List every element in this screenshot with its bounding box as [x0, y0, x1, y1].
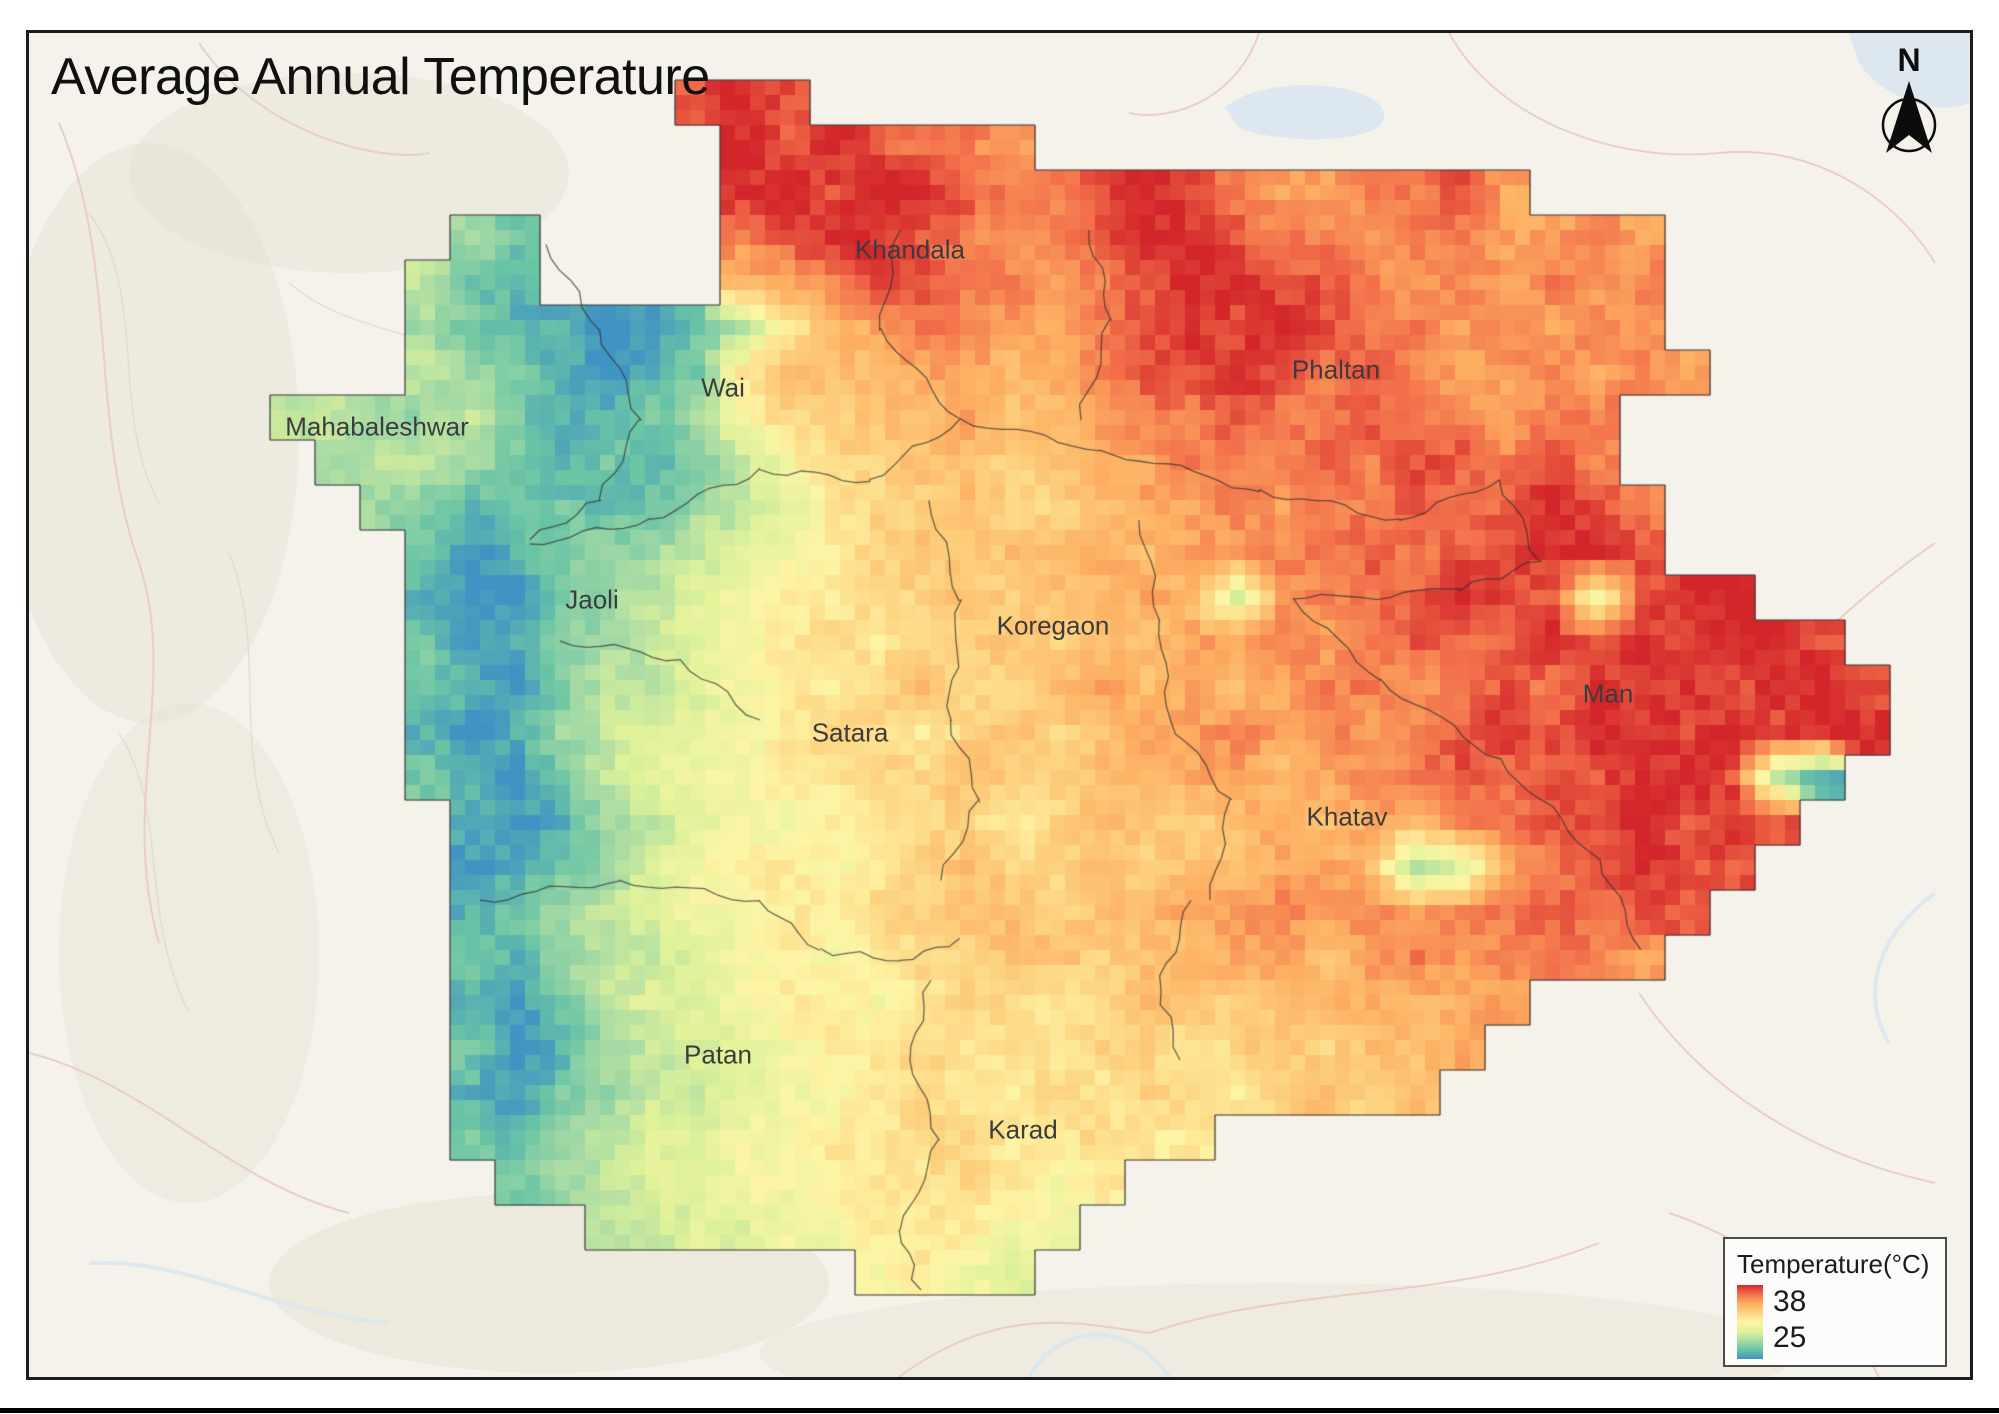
legend-color-ramp: [1737, 1285, 1763, 1359]
north-arrow-icon: [1881, 81, 1937, 153]
legend-body: 38 25: [1737, 1285, 1933, 1359]
legend-values: 38 25: [1773, 1285, 1806, 1355]
temperature-raster-canvas: [29, 33, 1970, 1377]
legend: Temperature(°C) 38 25: [1723, 1237, 1947, 1367]
north-label: N: [1897, 42, 1921, 78]
legend-max-value: 38: [1773, 1285, 1807, 1318]
north-arrow: N: [1871, 43, 1947, 165]
page-bottom-rule: [0, 1408, 1999, 1413]
legend-title: Temperature(°C): [1737, 1249, 1930, 1279]
map-title: Average Annual Temperature: [51, 48, 710, 106]
legend-min-value: 25: [1773, 1321, 1807, 1354]
map-frame: Average Annual Temperature N Khandala Wai…: [26, 30, 1973, 1380]
